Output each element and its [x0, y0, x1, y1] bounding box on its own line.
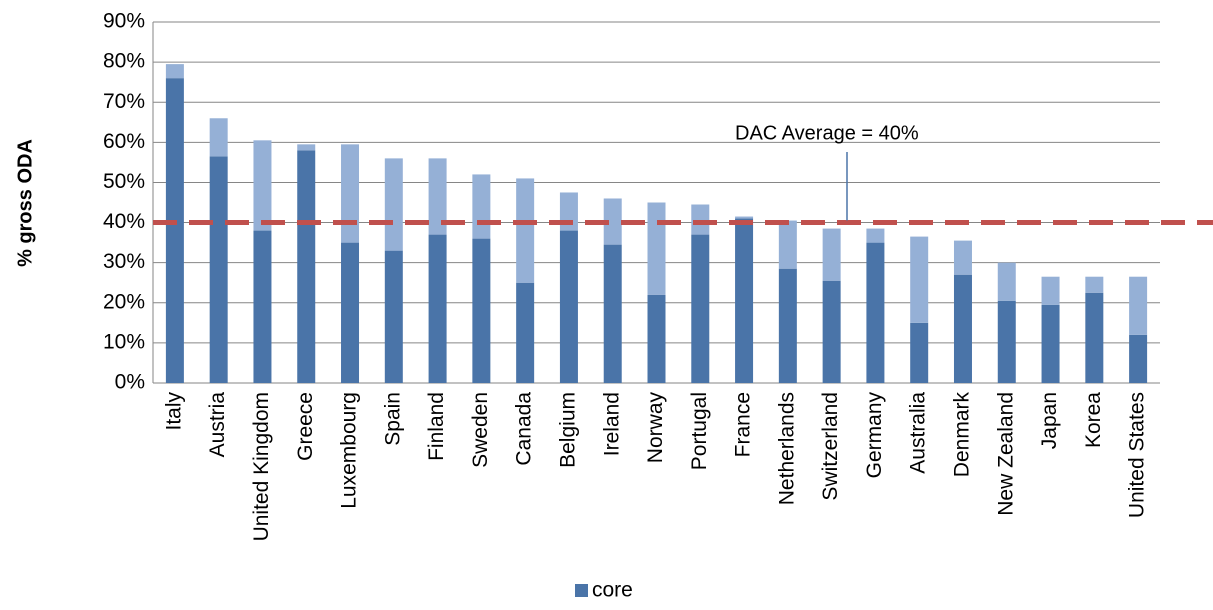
x-tick-label: Portugal [688, 392, 711, 470]
bar-segment [384, 250, 403, 383]
bar-segment [647, 202, 666, 295]
bar-segment [953, 274, 972, 383]
bar-segment [297, 144, 316, 151]
x-tick-label: Ireland [600, 392, 623, 456]
bar-segment [910, 322, 929, 383]
x-tick-label: Belgium [556, 392, 579, 468]
y-tick-label: 50% [103, 170, 145, 193]
x-tick-label: Australia [907, 392, 930, 474]
x-tick-label: Italy [162, 392, 185, 431]
bar-segment [778, 220, 797, 269]
bar-segment [603, 244, 622, 383]
bar-segment [866, 228, 885, 243]
bar-segment [866, 242, 885, 383]
y-tick-label: 60% [103, 130, 145, 153]
legend-swatch [575, 584, 588, 597]
x-tick-label: Germany [863, 392, 886, 479]
bar-segment [516, 282, 535, 383]
x-tick-label: New Zealand [994, 392, 1017, 516]
x-tick-label: Norway [644, 392, 667, 464]
bar-segment [472, 174, 491, 239]
bar-segment [997, 262, 1016, 301]
bar-segment [778, 268, 797, 383]
x-tick-label: Sweden [469, 392, 492, 468]
bar-segment [472, 238, 491, 383]
x-tick-label: Korea [1082, 392, 1105, 448]
bar-segment [691, 204, 710, 235]
x-tick-label: Canada [513, 392, 536, 466]
x-tick-label: United Kingdom [250, 392, 273, 541]
y-tick-label: 30% [103, 250, 145, 273]
legend-label: core [592, 579, 633, 602]
x-tick-label: Greece [294, 392, 317, 461]
bar-segment [341, 242, 360, 383]
bar-segment [1085, 276, 1104, 293]
bar-segment [384, 158, 403, 251]
bar-segment [647, 294, 666, 383]
y-tick-label: 90% [103, 10, 145, 33]
bar-segment [516, 178, 535, 283]
bar-segment [1129, 334, 1148, 383]
bar-segment [1041, 304, 1060, 383]
bar-segment [253, 230, 272, 383]
bar-segment [997, 300, 1016, 383]
bar-segment [559, 230, 578, 383]
x-tick-label: France [732, 392, 755, 457]
bar-segment [735, 218, 754, 383]
x-tick-label: Austria [206, 392, 229, 458]
y-tick-label: 40% [103, 210, 145, 233]
x-tick-label: United States [1126, 392, 1149, 518]
bar-segment [1085, 292, 1104, 383]
x-tick-label: Netherlands [775, 392, 798, 505]
y-tick-label: 80% [103, 50, 145, 73]
x-tick-label: Switzerland [819, 392, 842, 501]
y-axis-label: % gross ODA [14, 139, 36, 267]
bar-segment [822, 228, 841, 281]
bar-segment [1129, 276, 1148, 335]
bar-segment [691, 234, 710, 383]
bar-segment [428, 234, 447, 383]
x-tick-label: Denmark [951, 392, 974, 478]
bar-segment [253, 140, 272, 231]
bar-segment [910, 236, 929, 323]
bar-segment [428, 158, 447, 235]
x-tick-label: Finland [425, 392, 448, 461]
bar-segment [1041, 276, 1060, 305]
y-tick-label: 10% [103, 330, 145, 353]
bar-segment [209, 118, 228, 157]
bar-segment [341, 144, 360, 243]
x-tick-label: Japan [1038, 392, 1061, 449]
bar-segment [953, 240, 972, 275]
y-tick-label: 20% [103, 290, 145, 313]
bar-segment [297, 150, 316, 383]
y-tick-label: 70% [103, 90, 145, 113]
bar-segment [603, 198, 622, 245]
x-tick-label: Spain [381, 392, 404, 446]
bar-segment [735, 216, 754, 219]
bar-segment [165, 78, 184, 384]
annotation: DAC Average = 40% [735, 122, 919, 144]
bar-segment [822, 280, 841, 383]
y-tick-label: 0% [115, 371, 145, 394]
bar-segment [209, 156, 228, 383]
bar-segment [165, 64, 184, 79]
x-tick-label: Luxembourg [338, 392, 361, 509]
